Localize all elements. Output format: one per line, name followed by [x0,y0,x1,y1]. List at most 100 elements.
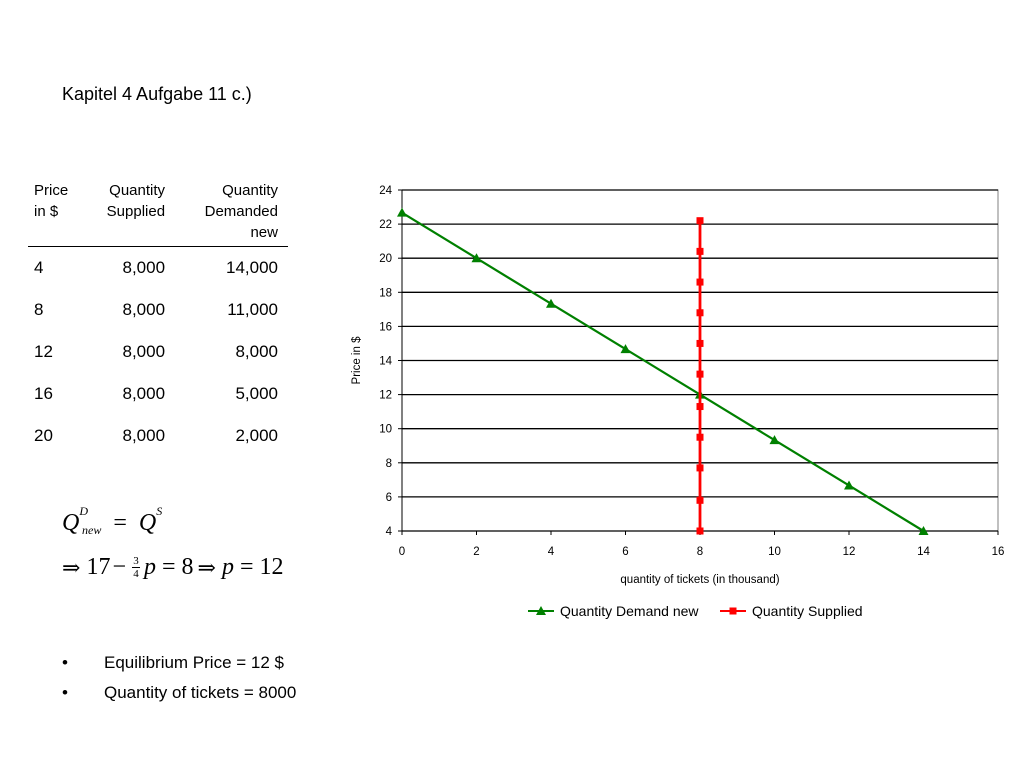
header-price: Price in $ [28,180,88,247]
cell-price: 8 [34,300,44,319]
table-header-row: Price in $ Quantity Supplied Quantity De… [28,180,288,247]
cell-price: 12 [34,342,53,361]
x-tick-label: 0 [399,546,405,558]
supply-point [696,403,704,411]
slide-title: Kapitel 4 Aufgabe 11 c.) [62,84,252,104]
legend-marker [536,606,546,615]
result-bullets: • Equilibrium Price = 12 $ • Quantity of t… [62,648,296,708]
table-row: 20 8,000 2,000 [28,415,288,457]
supply-point [696,247,704,255]
supply-point [696,433,704,441]
bullet-text: Equilibrium Price = 12 $ [104,653,285,672]
demand-point [918,526,929,535]
cell-demanded: 5,000 [235,384,278,403]
table-row: 12 8,000 8,000 [28,331,288,373]
demand-point [844,480,854,490]
legend-label-demand: Quantity Demand new [560,603,699,619]
demand-point [397,207,407,217]
x-tick-label: 8 [697,546,703,558]
y-tick-label: 12 [379,390,392,402]
table-row: 4 8,000 14,000 [28,247,288,290]
cell-supplied: 8,000 [122,342,166,361]
formula-equals: = [113,510,127,536]
bullet-item: • Quantity of tickets = 8000 [62,678,296,708]
x-axis-label: quantity of tickets (in thousand) [620,574,779,586]
demand-line [401,211,925,532]
fraction-denominator: 4 [133,568,139,580]
x-tick-label: 2 [473,546,479,558]
fraction-numerator: 3 [133,555,139,567]
formula-equals-2: = [161,554,176,580]
supply-demand-table: Price in $ Quantity Supplied Quantity De… [28,180,288,457]
y-tick-label: 24 [379,185,392,197]
formula-d-superscript: D [79,504,89,518]
y-tick-label: 10 [379,424,392,436]
cell-price: 20 [34,426,53,445]
supply-point [696,278,704,286]
y-axis-label: Price in $ [351,336,363,385]
equilibrium-formula: QDnew = QS ⇒ 17 − 3 4 p = 8 ⇒ p = 12 [62,504,284,581]
formula-q-supply: Q [138,510,157,536]
header-quantity-supplied: Quantity Supplied [87,180,176,247]
cell-demanded: 2,000 [235,426,278,445]
y-tick-label: 4 [386,526,393,538]
supply-point [696,217,704,225]
formula-line-2: ⇒ 17 − 3 4 p = 8 ⇒ p = 12 [62,554,284,581]
supply-point [696,370,704,378]
supply-point [696,527,704,535]
bullet-item: • Equilibrium Price = 12 $ [62,648,296,678]
supply-point [696,464,704,472]
bullet-text: Quantity of tickets = 8000 [104,683,297,702]
x-tick-label: 10 [768,546,781,558]
demand-point [546,298,556,308]
cell-price: 16 [34,384,53,403]
supply-point [696,309,704,317]
formula-equals-3: = [239,554,254,580]
x-tick-label: 12 [843,546,856,558]
formula-q-demand: Q [62,510,80,536]
legend-marker [729,607,737,615]
cell-demanded: 8,000 [235,342,278,361]
implies-icon: ⇒ [197,554,216,580]
cell-supplied: 8,000 [122,300,166,319]
formula-8: 8 [181,554,194,580]
table-row: 16 8,000 5,000 [28,373,288,415]
formula-p: p [143,554,156,580]
demand-point [471,253,482,263]
cell-supplied: 8,000 [122,426,166,445]
y-tick-label: 16 [379,321,392,333]
implies-icon: ⇒ [62,554,81,580]
formula-line-1: QDnew = QS [62,504,284,554]
bullet-dot-icon: • [62,653,68,672]
formula-17: 17 [86,554,111,580]
x-tick-label: 14 [917,546,930,558]
cell-demanded: 14,000 [226,258,278,277]
cell-supplied: 8,000 [122,384,166,403]
x-tick-label: 4 [548,546,555,558]
supply-point [696,339,704,347]
cell-price: 4 [34,258,44,277]
y-tick-label: 14 [379,356,392,368]
demand-point [769,435,780,445]
table-row: 8 8,000 11,000 [28,289,288,331]
cell-demanded: 11,000 [227,300,278,319]
formula-s-superscript: S [156,504,163,518]
formula-p-2: p [221,554,234,580]
y-tick-label: 22 [379,219,392,231]
formula-fraction: 3 4 [131,555,140,580]
y-tick-label: 20 [379,253,392,265]
x-tick-label: 6 [622,546,628,558]
bullet-dot-icon: • [62,683,68,702]
x-tick-label: 16 [992,546,1005,558]
header-quantity-demanded: Quantity Demanded new [175,180,288,247]
formula-12: 12 [259,554,284,580]
demand-point [620,344,631,354]
formula-new-subscript: new [82,523,102,537]
supply-point [696,496,704,504]
formula-minus: − [112,554,126,580]
y-tick-label: 8 [386,458,392,470]
y-tick-label: 18 [379,287,392,299]
fraction-bar [131,567,140,568]
legend-label-supply: Quantity Supplied [752,603,863,619]
